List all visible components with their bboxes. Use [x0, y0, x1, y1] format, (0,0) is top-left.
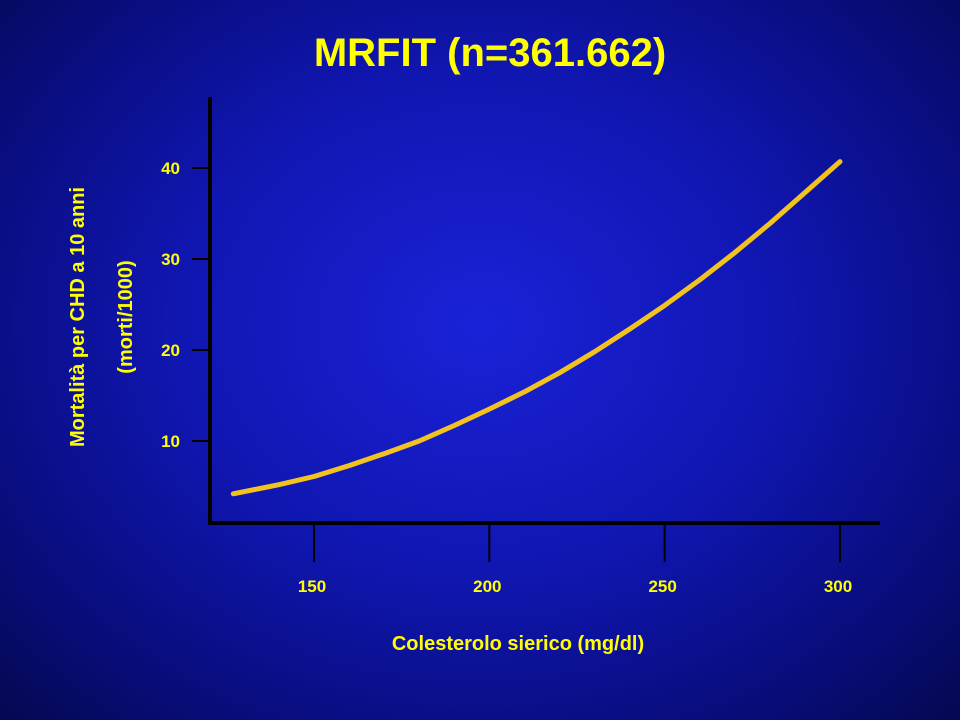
y-tick-label: 10	[161, 432, 180, 451]
y-axis-label-line-2: (morti/1000)	[115, 260, 137, 373]
x-tick-label: 250	[648, 577, 676, 596]
series-group	[230, 159, 843, 497]
x-axis-label: Colesterolo sierico (mg/dl)	[392, 633, 644, 655]
y-tick-label: 30	[161, 250, 180, 269]
y-axis-label-line-1: Mortalità per CHD a 10 anni	[67, 187, 89, 447]
ticks: 150 200 250 300 10 20 30 40	[161, 159, 852, 596]
axes	[208, 97, 880, 525]
chart-title: MRFIT (n=361.662)	[314, 31, 666, 75]
series-line	[230, 159, 843, 497]
y-tick-label: 20	[161, 341, 180, 360]
y-axis-label: Mortalità per CHD a 10 anni (morti/1000)	[67, 187, 137, 447]
x-tick-label: 150	[298, 577, 326, 596]
y-tick-label: 40	[161, 159, 180, 178]
x-tick-label: 200	[473, 577, 501, 596]
x-tick-label: 300	[824, 577, 852, 596]
